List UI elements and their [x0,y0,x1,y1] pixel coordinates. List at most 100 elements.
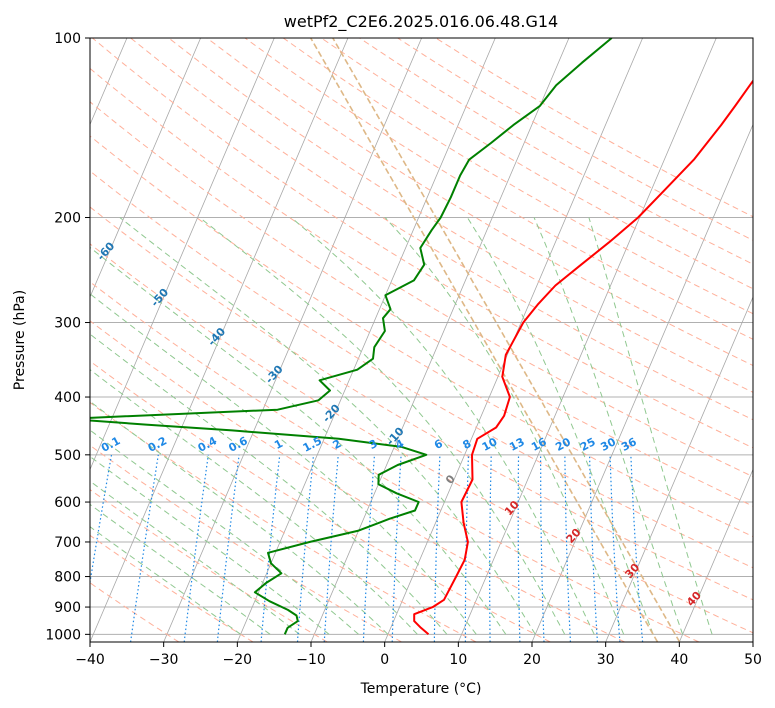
x-tick-label: −40 [75,652,105,668]
mixing-ratio-line [216,454,240,642]
y-tick-label: 400 [54,390,81,406]
moist-adiabat-line [588,217,713,635]
isotherm-line [90,38,275,471]
y-tick-label: 900 [54,600,81,616]
plot-frame [89,37,754,643]
mixing-ratio-line [391,454,402,642]
mixing-ratio-line [90,454,113,587]
mixing-ratio-label: 30 [598,435,618,454]
mixing-ratio-label: 0.2 [146,434,169,455]
isotherm-label: -50 [148,286,171,310]
temperature-profile-line [413,79,753,636]
mixing-ratio-line [609,454,621,642]
dry-adiabat-line [90,489,328,642]
y-tick-label: 600 [54,495,81,511]
isotherm-line [236,38,496,642]
isotherm-label: -60 [94,239,117,263]
moist-adiabat-line [90,429,359,635]
dry-adiabat-line [92,38,753,449]
mixing-ratio-label: 16 [529,435,549,454]
mixing-ratio-line [539,454,545,642]
isotherm-label: 20 [564,526,584,546]
dry-adiabat-line [282,38,753,315]
isotherm-label: -40 [205,325,228,349]
dry-adiabat-line [321,38,753,290]
isotherm-line [678,468,753,642]
mixing-ratio-line [589,454,598,642]
chart-title: wetPf2_C2E6.2025.016.06.48.G14 [284,12,558,32]
dry-adiabat-line [90,67,753,478]
mixing-ratio-line [362,454,376,642]
moist-adiabat-line [90,526,241,635]
moist-adiabat-line [466,217,654,635]
mixing-ratio-label: 10 [480,435,500,454]
mixing-ratio-line [130,454,159,642]
dry-adiabat-line [90,101,753,507]
mixing-ratio-line [260,454,281,642]
moist-adiabat-line [90,400,389,635]
dry-adiabat-line [90,135,753,538]
isotherm-label: 10 [502,498,522,518]
mixing-ratio-line [323,454,339,642]
mixing-ratio-label: 1 [272,437,285,452]
mixing-ratio-line [464,454,470,642]
isotherm-line [90,38,201,299]
dry-adiabat-line [90,360,551,642]
dry-adiabat-line [359,38,753,265]
mixing-ratio-line [489,454,492,642]
lcl-curve-line [332,38,681,642]
x-tick-label: −30 [149,652,179,668]
y-tick-label: 800 [54,570,81,586]
mixing-ratio-label: 36 [619,435,639,454]
mixing-ratio-label: 20 [553,435,573,454]
mixing-ratio-line [564,454,571,642]
x-tick-label: 40 [670,652,688,668]
mixing-ratio-line [296,454,315,642]
y-tick-label: 300 [54,316,81,332]
x-tick-label: 0 [380,652,389,668]
moist-adiabat-line [119,217,536,635]
x-tick-label: 10 [449,652,467,668]
isotherm-line [457,38,717,642]
isotherm-label: -30 [263,362,286,386]
isotherm-line [90,38,349,642]
lcl-curve-line [310,38,659,642]
isotherm-line [605,296,753,642]
dry-adiabat-line [90,444,402,642]
isotherm-label: 30 [622,561,642,581]
moist-adiabat-line [290,217,595,635]
dry-adiabat-line [90,170,753,569]
moist-adiabat-line [90,368,418,635]
moist-adiabat-line [199,217,566,635]
moist-adiabat-line [90,293,477,635]
isotherm-line [310,38,570,642]
moist-adiabat-line [90,480,300,635]
y-axis-label: Pressure (hPa) [12,290,28,390]
mixing-ratio-line [183,454,209,642]
mixing-ratio-label: 25 [578,435,598,454]
mixing-ratio-line [630,454,644,642]
moist-adiabat-line [90,246,507,635]
moist-adiabat-line [533,217,684,635]
y-tick-label: 200 [54,211,81,227]
mixing-ratio-label: 0.4 [196,434,220,455]
dry-adiabat-line [90,243,753,634]
isotherm-label: -20 [320,401,343,425]
isotherm-line [752,640,753,642]
moist-adiabat-line [90,503,271,635]
isotherm-line [531,123,753,642]
y-tick-label: 700 [54,535,81,551]
mixing-ratio-line [517,454,521,642]
dry-adiabat-line [244,38,753,340]
dry-adiabat-line [90,320,625,642]
x-tick-label: −10 [296,652,326,668]
mixing-ratio-line [433,454,441,642]
dry-adiabat-line [168,38,753,393]
x-tick-label: 30 [597,652,615,668]
x-axis-label: Temperature (°C) [360,681,482,697]
mixing-ratio-label: 6 [432,437,445,452]
mixing-ratio-label: 13 [507,435,527,454]
x-tick-label: 20 [523,652,541,668]
moist-adiabat-line [90,333,448,635]
x-tick-label: −20 [223,652,253,668]
